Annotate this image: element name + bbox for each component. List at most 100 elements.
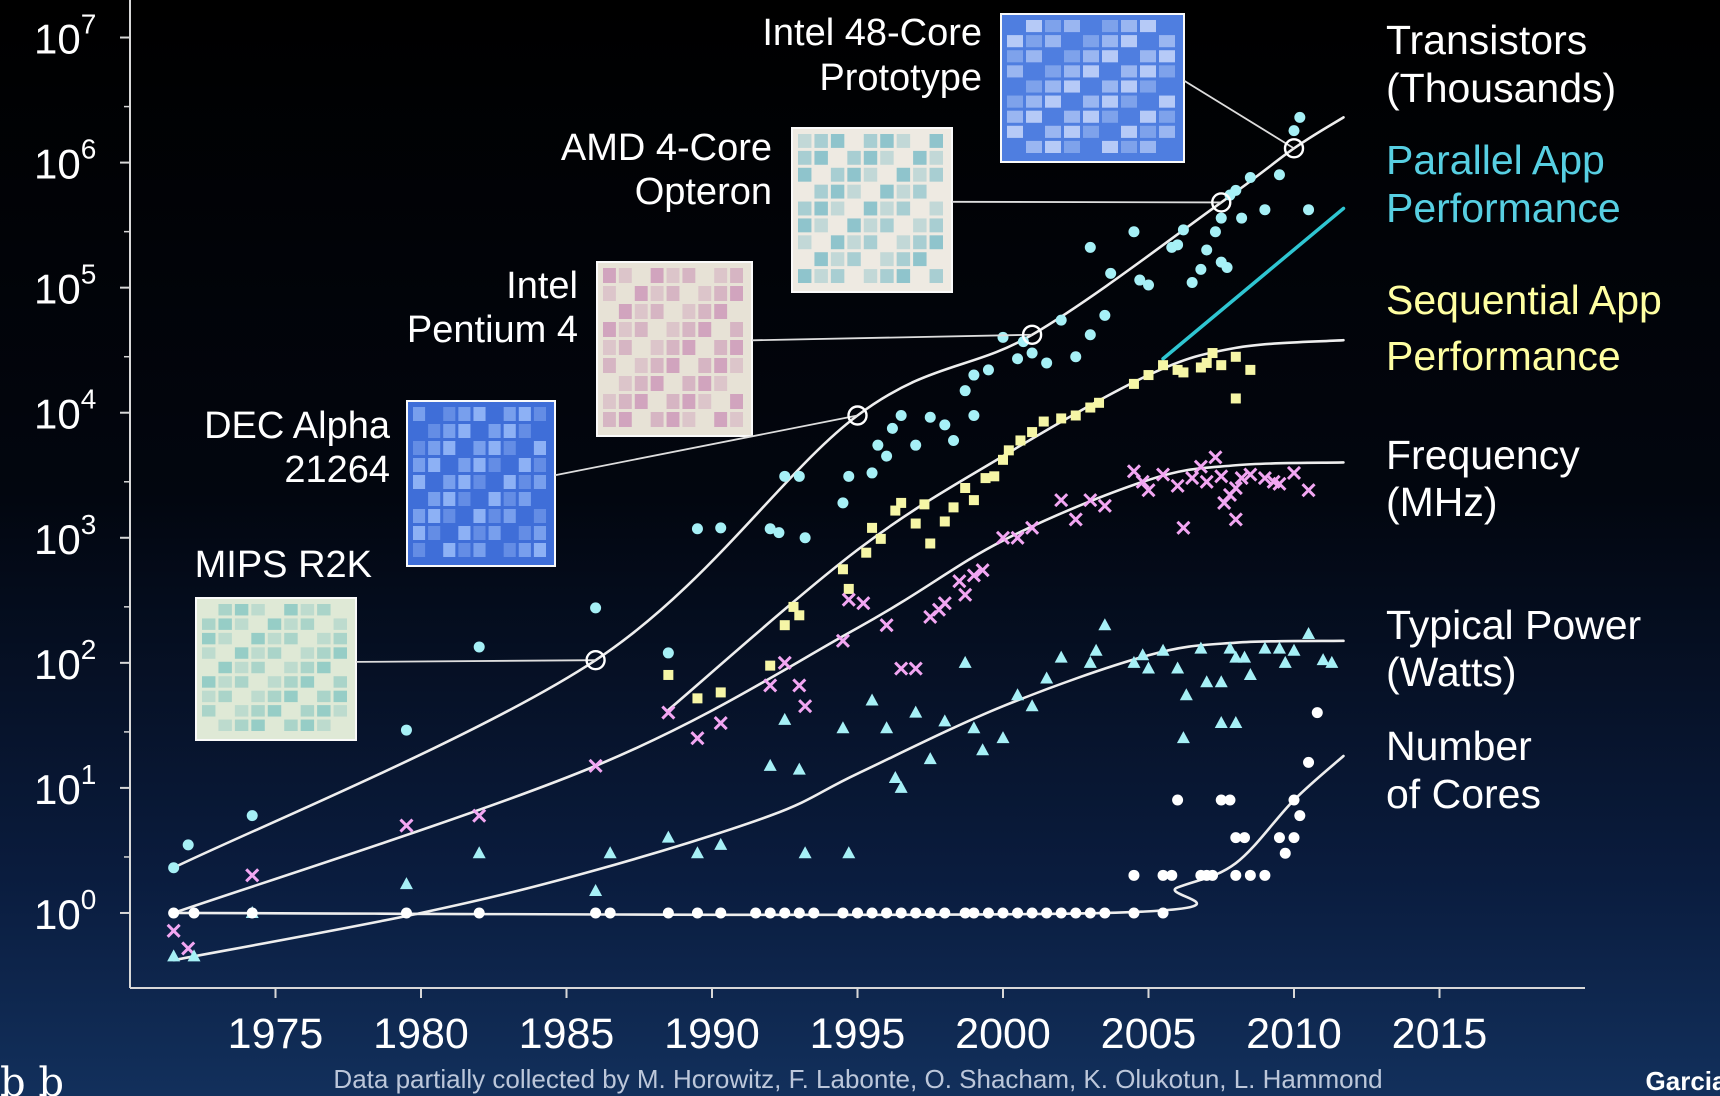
chip-die-block	[284, 618, 298, 630]
chip-die-block	[896, 235, 911, 250]
chip-die-block	[1121, 80, 1137, 93]
point-transistors-thousands	[1215, 212, 1227, 224]
x-tick-label-2015: 2015	[1392, 1010, 1488, 1058]
point-frequency-mhz	[1257, 471, 1272, 486]
point-frequency-mhz	[763, 678, 778, 693]
point-typical-power-watts	[1238, 650, 1252, 663]
point-typical-power-watts	[958, 655, 972, 668]
point-transistors-thousands	[837, 497, 849, 509]
point-typical-power-watts	[1258, 641, 1272, 654]
chip-die-block	[798, 150, 812, 165]
chip-die-block	[267, 705, 282, 717]
point-typical-power-watts	[1098, 618, 1112, 631]
point-transistors-thousands	[1134, 274, 1146, 286]
chip-die-block	[267, 690, 282, 703]
point-number-of-cores	[1099, 907, 1111, 919]
point-sequential-app-performance	[1070, 410, 1081, 421]
y-tick-exponent: 4	[81, 384, 97, 415]
point-typical-power-watts	[836, 721, 850, 734]
chip-die-block	[443, 441, 456, 455]
chip-die-block	[1045, 35, 1061, 48]
point-frequency-mhz	[1228, 512, 1243, 527]
series-label-parallel-app-performance-1: Performance	[1386, 185, 1621, 231]
chip-die-block	[603, 358, 616, 373]
point-frequency-mhz	[1234, 471, 1249, 486]
chip-die-block	[666, 340, 680, 355]
chip-die-block	[218, 618, 232, 630]
point-transistors-thousands	[1012, 353, 1024, 365]
chip-die-block	[251, 719, 265, 731]
chip-die-block	[603, 394, 616, 409]
point-typical-power-watts	[1040, 671, 1054, 684]
point-number-of-cores	[1166, 869, 1178, 881]
point-number-of-cores	[1215, 794, 1227, 806]
point-transistors-thousands	[246, 810, 258, 822]
point-number-of-cores	[959, 907, 971, 919]
point-transistors-thousands	[1084, 329, 1096, 341]
chip-die-block	[1083, 110, 1099, 123]
point-sequential-app-performance	[1178, 367, 1189, 378]
point-number-of-cores	[1157, 869, 1169, 881]
point-sequential-app-performance	[1158, 360, 1169, 371]
point-transistors-thousands	[982, 364, 994, 376]
chip-die-block	[300, 647, 315, 659]
point-number-of-cores	[1294, 810, 1306, 822]
chip-die-block	[1159, 50, 1175, 63]
point-transistors-thousands	[872, 439, 884, 451]
point-typical-power-watts	[187, 949, 201, 962]
chip-die-block	[443, 424, 456, 438]
chip-label-amd-4-core-opteron-1: Opteron	[635, 171, 772, 213]
chip-die-block	[847, 252, 861, 267]
point-number-of-cores	[895, 907, 907, 919]
chip-die-block	[1064, 110, 1080, 123]
point-frequency-mhz	[1155, 467, 1171, 482]
chip-die-block	[218, 632, 232, 645]
chip-die-block	[650, 412, 664, 427]
chip-die-block	[1102, 20, 1118, 33]
chip-die-block	[473, 526, 486, 540]
chip-marker-ring	[1021, 324, 1043, 345]
y-tick-base: 10	[34, 391, 81, 438]
chip-die-block	[1102, 110, 1118, 123]
chip-die	[1000, 13, 1185, 163]
y-tick-label: 102	[34, 634, 96, 688]
chip-die-block	[814, 201, 828, 216]
chip-die-block	[1026, 50, 1042, 63]
point-transistors-thousands	[959, 385, 971, 397]
chip-die-block	[317, 647, 331, 659]
chip-die-block	[202, 705, 216, 717]
point-typical-power-watts	[1171, 661, 1185, 674]
chip-die-block	[896, 167, 911, 182]
chip-die-block	[218, 604, 232, 616]
point-transistors-thousands	[793, 470, 805, 482]
point-typical-power-watts	[589, 883, 603, 896]
series-label-sequential-app-performance-1: Performance	[1386, 333, 1621, 379]
point-typical-power-watts	[1272, 641, 1286, 654]
series-labels: Transistors(Thousands)Parallel AppPerfor…	[1386, 17, 1662, 817]
chip-die-block	[428, 509, 441, 523]
chip-die-block	[1007, 50, 1023, 63]
point-typical-power-watts	[1083, 655, 1097, 668]
chip-die-block	[218, 676, 232, 688]
point-typical-power-watts	[1302, 627, 1316, 640]
chip-die-block	[333, 705, 347, 717]
chip-die-block	[666, 322, 680, 337]
x-tick-label-2005: 2005	[1101, 1010, 1197, 1058]
chip-die-block	[533, 543, 546, 557]
chip-die-block	[1140, 80, 1156, 93]
chip-die-block	[1026, 110, 1042, 123]
trend-line-typical-power-watts	[172, 639, 1345, 962]
point-typical-power-watts	[1287, 643, 1301, 656]
chip-die-block	[533, 526, 546, 540]
chip-die-block	[1007, 95, 1023, 108]
point-frequency-mhz	[1176, 520, 1191, 535]
point-transistors-thousands	[1099, 309, 1111, 321]
point-transistors-thousands	[1294, 111, 1306, 123]
point-frequency-mhz	[1199, 474, 1214, 489]
chip-die-block	[1159, 95, 1175, 108]
point-typical-power-watts	[792, 762, 806, 775]
point-transistors-thousands	[968, 409, 980, 421]
chip-die-block	[913, 184, 927, 199]
chip-die-block	[428, 526, 441, 540]
point-transistors-thousands	[1303, 204, 1315, 216]
